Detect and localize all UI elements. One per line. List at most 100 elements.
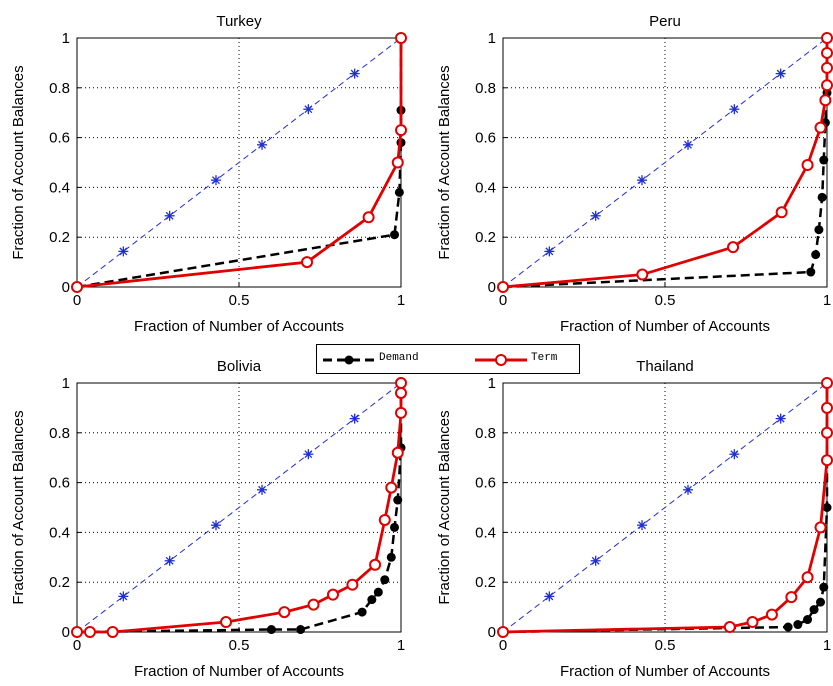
y-tick-label: 0	[488, 624, 496, 641]
demand-point	[822, 503, 832, 512]
chart-panel-3: 0 0.5 1 0 0.2 0.4 0.6 0.8 1 Bolivia Fraction of Nu…	[10, 358, 407, 680]
diagonal-point-stroke	[545, 247, 554, 256]
y-tick-label: 0.2	[49, 229, 70, 246]
diagonal-point-stroke	[591, 211, 600, 220]
diagonal-point-stroke	[638, 521, 646, 530]
demand-point	[390, 230, 400, 240]
demand-point	[806, 267, 816, 277]
legend-demand-marker	[344, 355, 354, 365]
y-tick-label: 0	[488, 279, 496, 296]
demand-series-line	[76, 383, 403, 634]
diagonal-series-line	[76, 37, 402, 288]
y-tick-label: 0	[62, 624, 70, 641]
term-point	[775, 206, 788, 219]
y-tick-label: 0.8	[475, 425, 496, 442]
y-tick-label: 0.6	[475, 130, 496, 147]
term-point	[497, 626, 509, 638]
y-tick-label: 0.6	[49, 475, 70, 492]
diagonal-point	[349, 68, 360, 79]
y-tick-label: 0.8	[49, 425, 70, 442]
term-point	[723, 621, 736, 634]
legend: Demand Term	[316, 344, 580, 374]
diagonal-point-stroke	[119, 592, 128, 601]
diagonal-point	[590, 555, 601, 566]
diagonal-point-stroke	[776, 69, 785, 78]
y-axis-label: Fraction of Account Balances	[436, 410, 453, 604]
diagonal-point	[544, 246, 555, 257]
y-tick-label: 1	[62, 30, 70, 47]
diagonal-point	[257, 484, 268, 495]
y-tick-label: 0.4	[49, 179, 70, 196]
diagonal-series-line	[76, 382, 402, 633]
demand-point	[380, 575, 390, 585]
x-axis-label: Fraction of Number of Accounts	[560, 318, 770, 335]
y-tick-label: 0.8	[49, 80, 70, 97]
diagonal-point	[210, 175, 221, 186]
diagonal-point	[683, 484, 694, 495]
x-tick-label: 0	[499, 292, 507, 309]
y-tick-label: 1	[62, 375, 70, 392]
y-tick-label: 0.2	[475, 574, 496, 591]
y-tick-label: 0.4	[475, 179, 496, 196]
demand-point	[783, 622, 793, 632]
term-point	[395, 406, 407, 419]
term-point	[220, 616, 233, 629]
demand-point	[819, 155, 829, 165]
diagonal-point	[303, 449, 314, 460]
term-point	[636, 268, 649, 281]
term-point	[746, 616, 759, 629]
diagonal-point-stroke	[304, 105, 313, 114]
term-point	[83, 626, 96, 638]
diagonal-point-stroke	[212, 521, 220, 530]
term-point	[369, 558, 382, 571]
demand-point	[793, 620, 803, 630]
term-point	[821, 426, 833, 439]
x-tick-label: 1	[823, 637, 831, 654]
x-tick-label: 0.5	[655, 637, 676, 654]
diagonal-point-stroke	[684, 485, 692, 494]
legend-term-marker	[495, 354, 507, 366]
chart-panel-1: 0 0.5 1 0 0.2 0.4 0.6 0.8 1 Turkey Fraction of Num…	[10, 13, 407, 335]
diagonal-point-stroke	[119, 247, 128, 256]
diagonal-series-line	[502, 382, 828, 633]
term-point	[821, 32, 833, 44]
term-point	[821, 46, 833, 59]
diagonal-point	[590, 210, 601, 221]
diagonal-point-stroke	[684, 140, 692, 149]
diagonal-point-stroke	[165, 211, 174, 220]
demand-point	[819, 582, 829, 592]
diagonal-point-stroke	[730, 450, 739, 459]
y-tick-label: 0.8	[475, 80, 496, 97]
demand-point	[394, 187, 404, 197]
y-tick-label: 0.4	[49, 524, 70, 541]
term-point	[821, 377, 833, 389]
term-point	[301, 256, 314, 269]
diagonal-point-stroke	[730, 105, 739, 114]
demand-point	[266, 625, 276, 635]
y-tick-label: 1	[488, 30, 496, 47]
term-point	[395, 386, 407, 399]
chart-panel-4: 0 0.5 1 0 0.2 0.4 0.6 0.8 1 Thailand Fraction of N…	[436, 358, 833, 680]
term-point	[821, 61, 833, 74]
y-tick-label: 1	[488, 375, 496, 392]
y-tick-label: 0.6	[475, 475, 496, 492]
x-tick-label: 0	[73, 637, 81, 654]
x-tick-label: 0	[499, 637, 507, 654]
term-point	[278, 606, 291, 619]
y-axis-label: Fraction of Account Balances	[10, 410, 27, 604]
demand-point	[803, 615, 813, 625]
demand-point	[296, 625, 306, 635]
diagonal-point-stroke	[165, 556, 174, 565]
chart-title: Peru	[649, 13, 681, 30]
demand-point	[390, 522, 400, 532]
demand-point	[373, 587, 383, 597]
chart-title: Turkey	[216, 13, 262, 30]
term-point	[801, 571, 814, 584]
term-point	[821, 79, 833, 92]
diagonal-series-line	[502, 37, 828, 288]
diagonal-point	[210, 520, 221, 531]
chart-title: Bolivia	[217, 358, 262, 375]
term-point	[814, 521, 827, 534]
diagonal-point	[118, 591, 129, 602]
